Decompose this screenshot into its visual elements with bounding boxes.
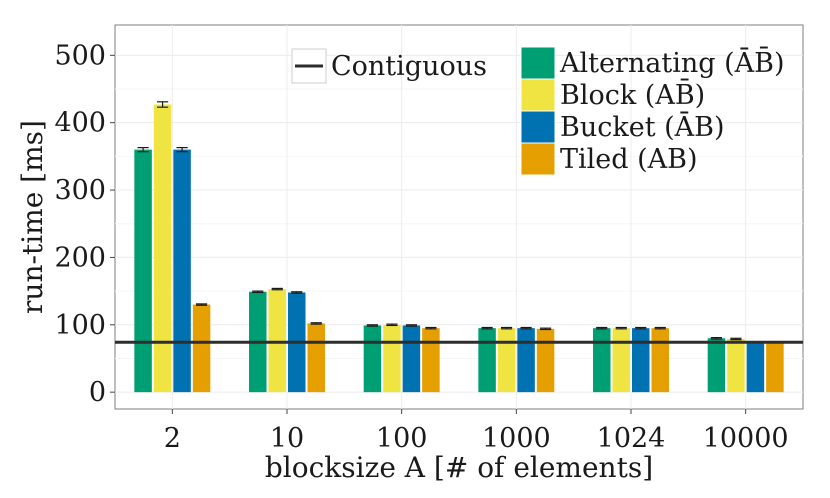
x-tick-label: 1000 <box>482 423 551 454</box>
legend-key <box>520 46 556 80</box>
bar <box>478 328 496 393</box>
x-tick-label: 10 <box>270 423 304 454</box>
bar <box>383 324 401 393</box>
y-axis-ticks: 0 100 200 300 400 500 <box>54 40 115 408</box>
legend-key <box>520 142 556 176</box>
bar <box>632 328 650 393</box>
bar <box>536 328 555 393</box>
bar <box>134 149 152 393</box>
y-tick-label: 400 <box>54 108 106 139</box>
bar <box>153 104 172 393</box>
legend-label: Bucket (ĀB) <box>560 110 725 143</box>
error-bars <box>137 101 742 341</box>
y-tick-label: 0 <box>89 377 106 408</box>
bar <box>422 328 440 393</box>
y-axis-title: run-time [ms] <box>16 120 49 314</box>
y-tick-label: 500 <box>54 40 106 71</box>
x-axis-ticks: 2 10 100 1000 1024 10000 <box>164 409 789 454</box>
legend-label: Alternating (ĀB̄) <box>559 45 785 79</box>
bar <box>727 338 745 393</box>
y-tick-label: 300 <box>54 175 106 206</box>
bar <box>268 289 286 393</box>
bar <box>363 325 382 393</box>
x-tick-label: 10000 <box>703 423 789 454</box>
bar <box>402 325 421 393</box>
bar <box>307 323 325 393</box>
x-axis-title: blocksize A [# of elements] <box>265 451 653 484</box>
bar <box>517 328 535 393</box>
x-tick-label: 1024 <box>597 423 666 454</box>
legend: Contiguous Alternating (ĀB̄)Block (AB̄)Bu… <box>291 45 785 176</box>
y-tick-label: 200 <box>54 242 106 273</box>
legend-key <box>520 110 556 144</box>
y-tick-label: 100 <box>54 310 106 341</box>
bar <box>766 342 784 393</box>
bar <box>707 338 726 393</box>
bar <box>173 149 191 393</box>
legend-label: Tiled (AB) <box>560 144 698 175</box>
bar <box>651 328 669 393</box>
legend-label: Block (AB̄) <box>560 77 705 111</box>
grid-lines <box>115 25 803 409</box>
bar <box>192 304 211 393</box>
x-tick-label: 2 <box>164 423 181 454</box>
bar <box>746 341 765 393</box>
legend-label-contiguous: Contiguous <box>331 51 487 82</box>
bar <box>497 328 516 393</box>
bar <box>612 328 630 393</box>
legend-key <box>520 78 556 112</box>
x-tick-label: 100 <box>376 423 428 454</box>
bar <box>593 328 611 393</box>
